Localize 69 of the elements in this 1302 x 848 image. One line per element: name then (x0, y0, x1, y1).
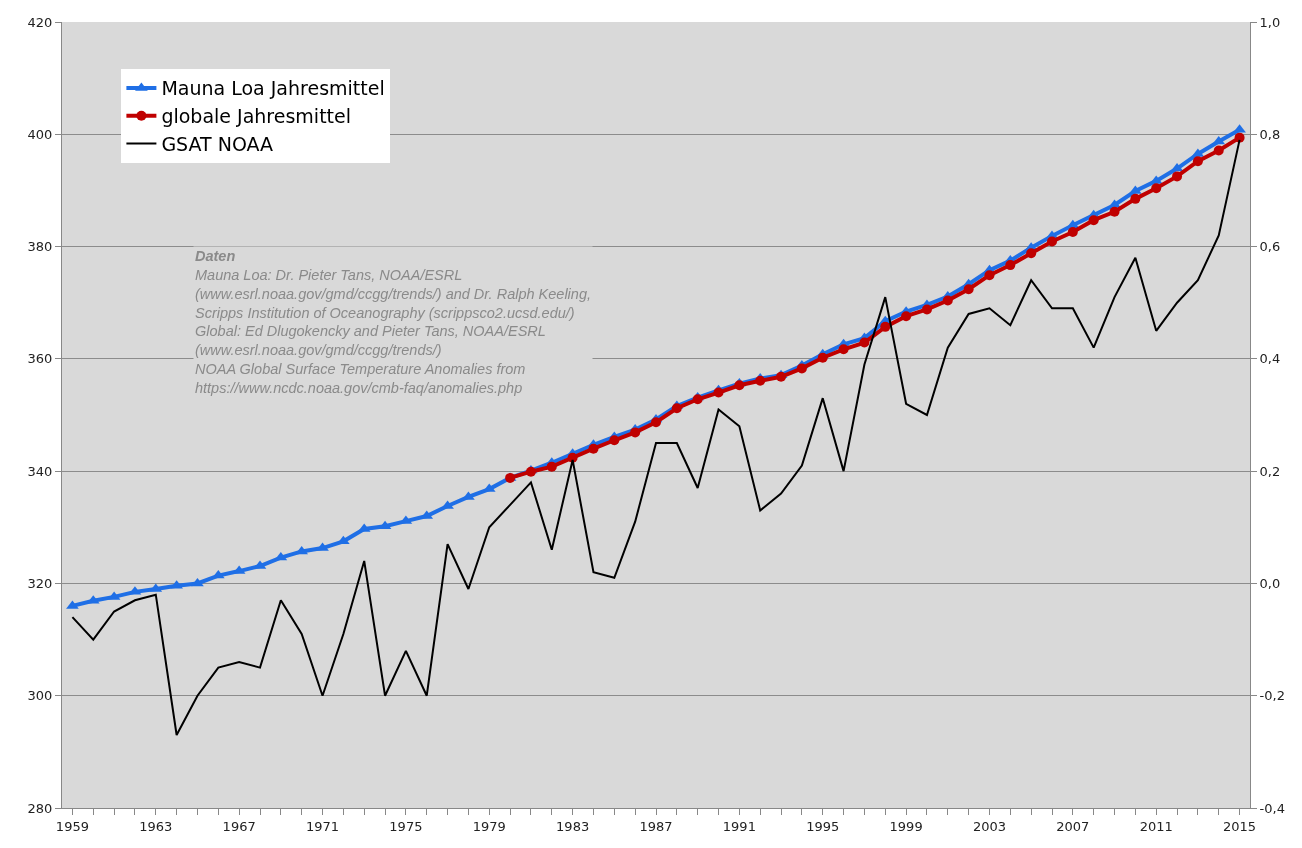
point (1151, 183, 1162, 194)
point (838, 344, 849, 355)
y-tick-label: 340 (27, 463, 53, 479)
x-tick-label: 1963 (139, 818, 173, 834)
x-tick-label: 1971 (305, 818, 340, 834)
point (1088, 215, 1099, 226)
point (921, 304, 932, 315)
x-tick-label: 2003 (972, 818, 1007, 834)
y2-tick-label: 0,6 (1259, 239, 1281, 255)
x-tick-label: 2011 (1139, 818, 1173, 834)
point (1005, 260, 1016, 271)
point (963, 284, 974, 295)
point (630, 427, 641, 438)
point (1026, 248, 1037, 259)
point (671, 403, 682, 414)
y2-tick-label: -0,2 (1259, 688, 1285, 704)
y2-tick-label: 1,0 (1259, 14, 1281, 30)
point (1130, 193, 1141, 204)
point (1213, 145, 1224, 156)
y-tick-label: 360 (27, 351, 53, 367)
point (1109, 206, 1120, 217)
x-tick-label: 1995 (806, 818, 840, 834)
x-tick-label: 1987 (639, 818, 673, 834)
y-tick-label: 320 (27, 575, 53, 591)
point (295, 545, 309, 555)
y-tick-label: 380 (27, 239, 53, 255)
point (776, 371, 787, 382)
point (191, 577, 204, 587)
point (859, 337, 870, 348)
x-tick-label: 1975 (389, 818, 423, 834)
point (1067, 226, 1078, 237)
y2-tick-label: 0,8 (1259, 126, 1281, 142)
point (713, 387, 724, 398)
y2-tick-label: 0,4 (1259, 351, 1281, 367)
x-tick-label: 2015 (1223, 818, 1257, 834)
point (796, 363, 807, 374)
y-tick-label: 420 (27, 14, 53, 30)
point (1192, 156, 1203, 167)
point (734, 380, 745, 391)
point (588, 443, 599, 454)
x-tick-label: 1983 (556, 818, 590, 834)
point (901, 311, 912, 322)
point (817, 352, 828, 363)
legend-label: GSAT NOAA (161, 132, 274, 155)
point (984, 270, 995, 281)
y2-tick-label: 0,2 (1259, 463, 1281, 479)
point (1172, 171, 1183, 182)
x-tick-label: 1991 (722, 818, 756, 834)
x-tick-label: 1979 (472, 818, 506, 834)
y-tick-label: 280 (27, 800, 53, 816)
y-tick-label: 400 (27, 126, 53, 142)
y-tick-label: 300 (27, 688, 53, 704)
legend-label: Mauna Loa Jahresmittel (161, 77, 385, 100)
x-tick-label: 1967 (222, 818, 256, 834)
point (546, 461, 557, 472)
legend-label: globale Jahresmittel (161, 105, 352, 128)
point (755, 375, 766, 386)
x-tick-label: 2007 (1056, 818, 1090, 834)
y2-tick-label: -0,4 (1259, 800, 1285, 816)
y2-tick-label: 0,0 (1259, 575, 1281, 591)
annotation: Daten Mauna Loa: Dr. Pieter Tans, NOAA/ESRL (www.esrl.noaa.gov/gmd/ccgg/trends/) and Dr. Ralph Keeling, Scripps Institution of Oceanography (scrippsco2.ucsd.edu/) Global: Ed Dlugokencky and Pieter Tans, NOAA/ESRL (www.esrl.noaa.gov/gmd/ccgg/trends/) NOAA Global Surface Temperature Anomalies from https://www.ncdc.noaa.gov/cmb-faq/anomalies.php (195, 248, 591, 396)
point (651, 417, 661, 428)
x-tick-label: 1959 (55, 818, 89, 834)
point (942, 295, 953, 306)
point (880, 321, 891, 332)
point (692, 394, 703, 405)
point (609, 435, 620, 446)
point (1047, 236, 1057, 247)
x-tick-label: 1999 (889, 818, 923, 834)
